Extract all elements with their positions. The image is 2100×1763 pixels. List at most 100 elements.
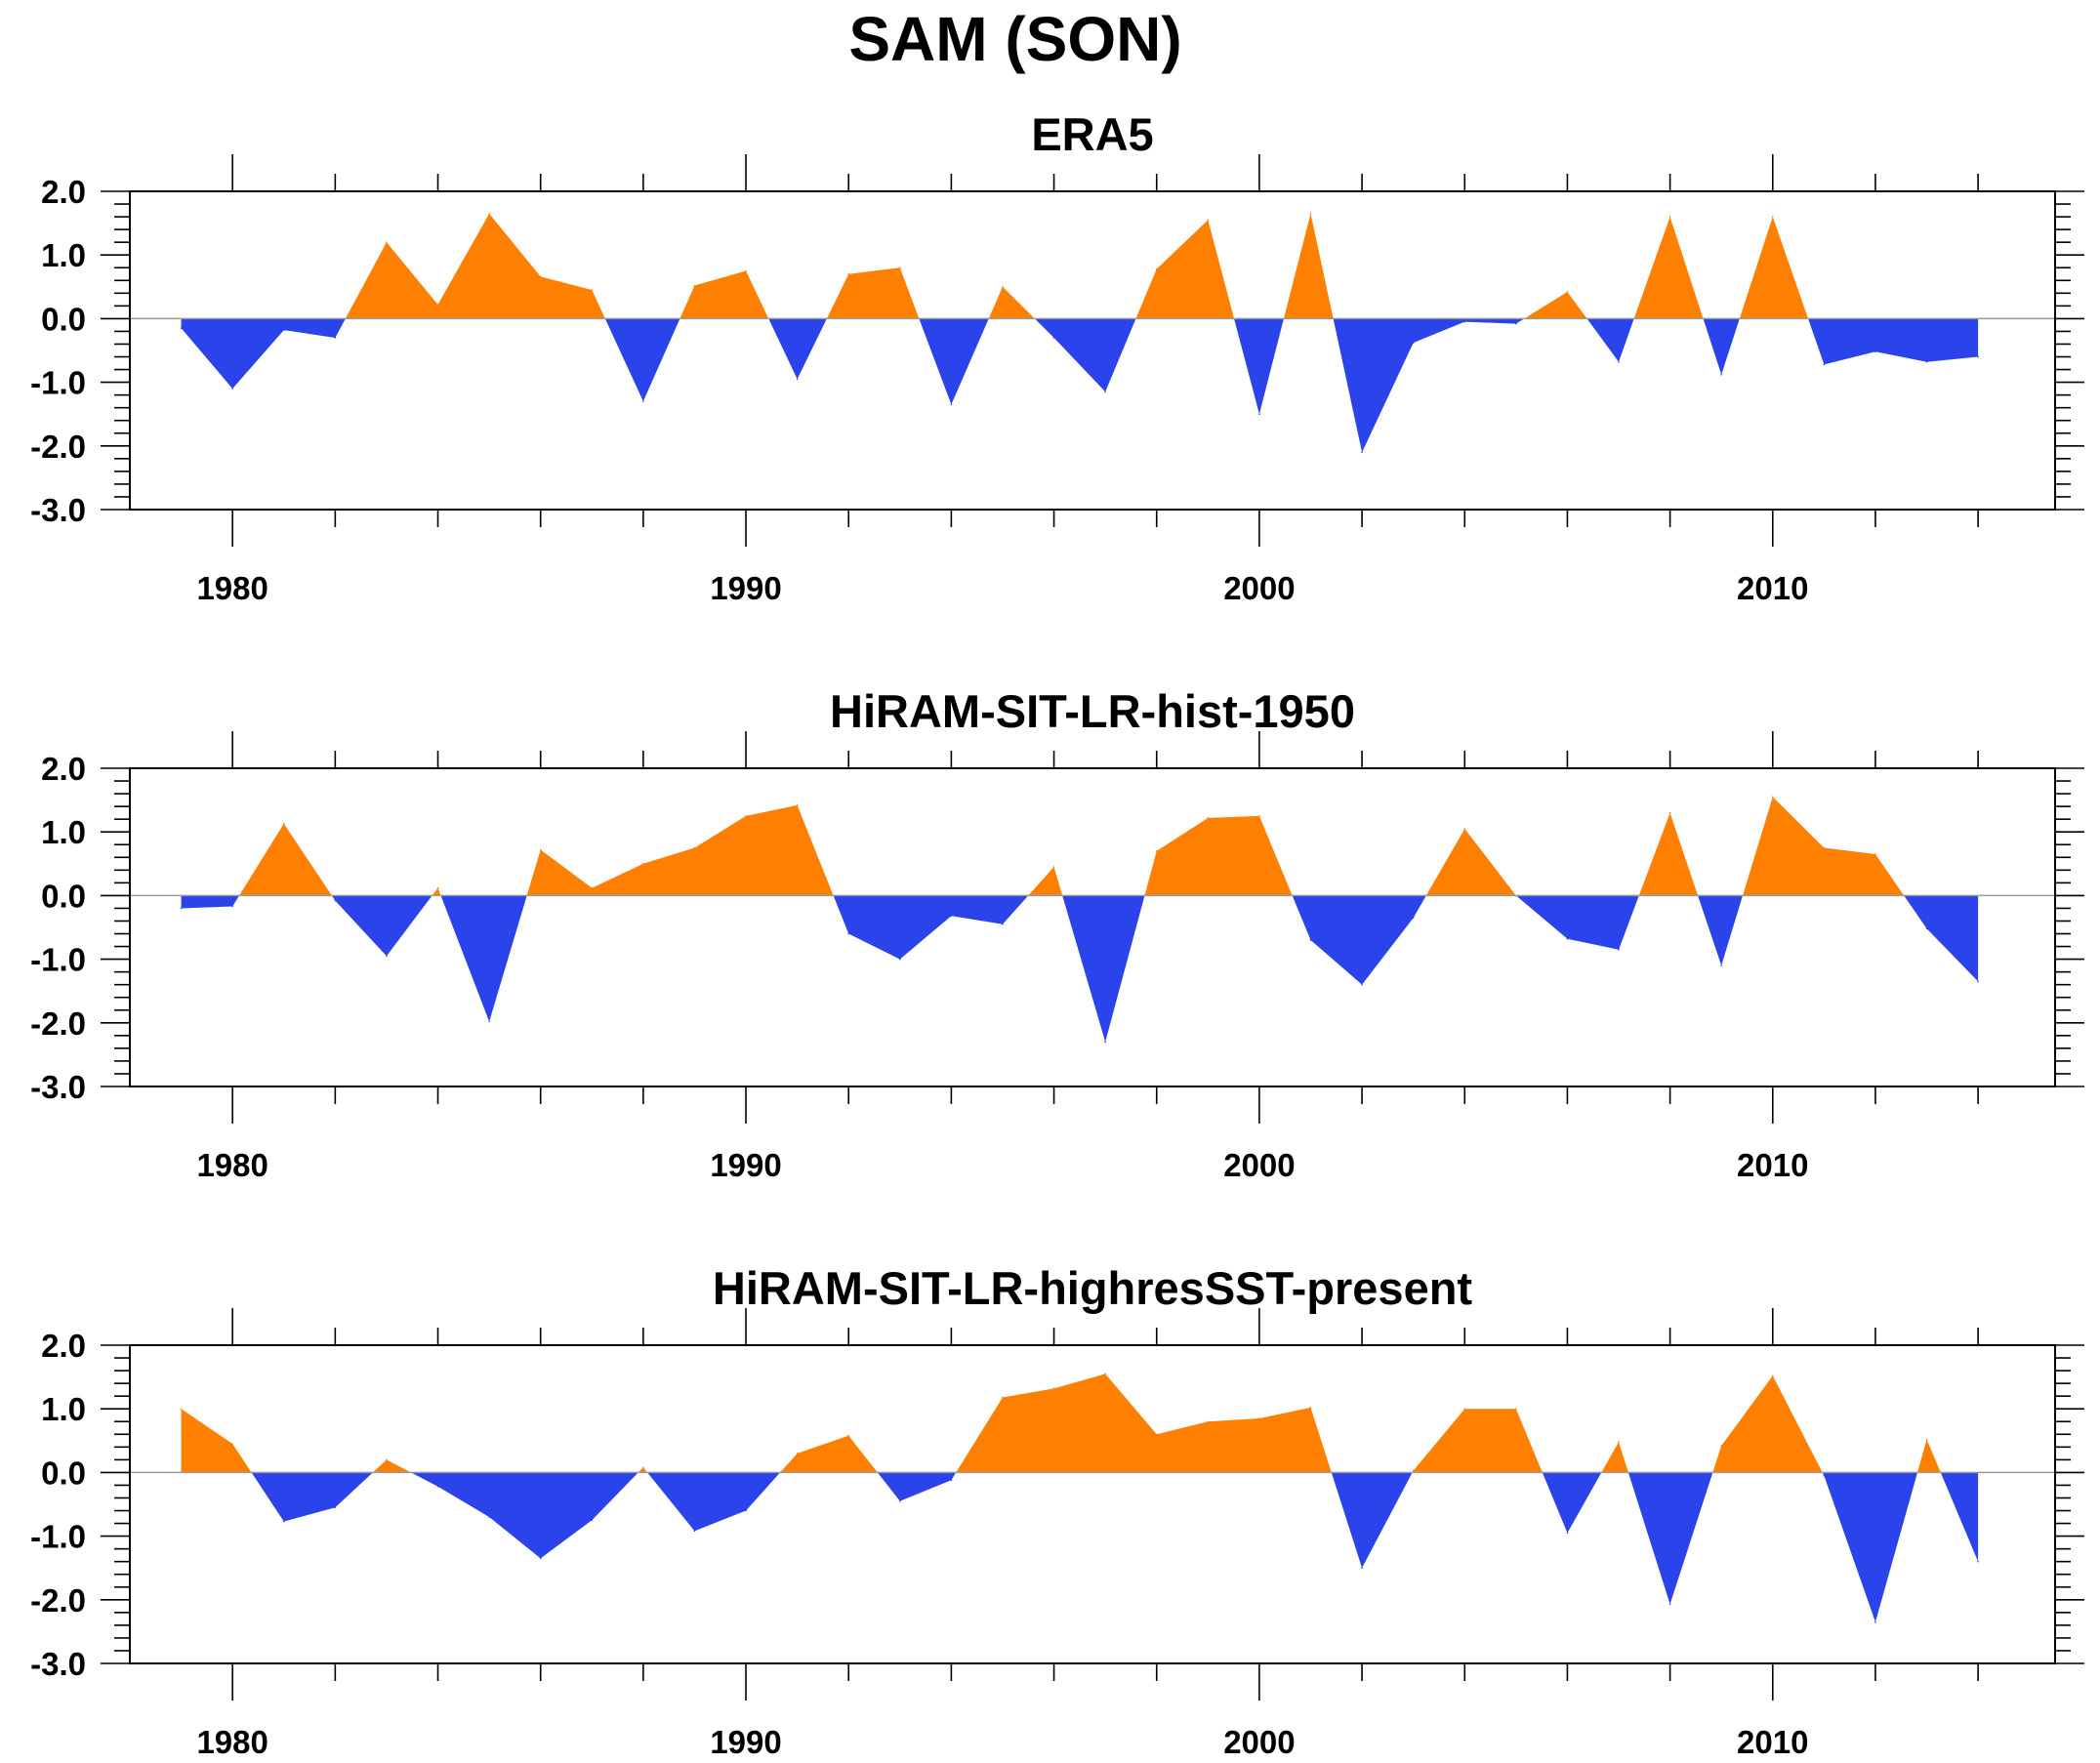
data-point-1988	[642, 400, 644, 402]
data-point-2002	[1361, 1567, 1363, 1569]
data-point-2004	[1463, 320, 1466, 323]
data-point-1989	[693, 1530, 696, 1533]
data-point-2010	[1771, 796, 1774, 799]
data-point-2001	[1309, 213, 1312, 215]
panels: ERA5 1980 1990 2000 2010 2.0 1.0 0.0 -1.0 -2.0 -3.…	[30, 108, 2084, 1760]
data-point-2012	[1874, 853, 1876, 855]
data-point-1980	[231, 905, 233, 908]
data-point-2013	[1925, 1438, 1928, 1441]
data-point-1992	[847, 932, 850, 935]
data-point-2005	[1515, 322, 1517, 325]
data-point-1979	[180, 907, 183, 910]
data-point-1981	[282, 329, 285, 331]
x-tick-label: 2000	[1223, 1724, 1295, 1760]
data-point-1980	[231, 388, 233, 390]
data-point-1979	[180, 1408, 183, 1410]
panel-3: HiRAM-SIT-LR-highresSST-present 1980 1990 2…	[30, 1262, 2084, 1760]
panel-title: HiRAM-SIT-LR-hist-1950	[830, 685, 1355, 737]
data-point-2012	[1874, 1620, 1876, 1623]
data-point-1988	[642, 863, 644, 865]
y-tick-label: -3.0	[30, 492, 86, 528]
data-point-1989	[693, 846, 696, 849]
data-point-1990	[745, 815, 747, 817]
plot-frame	[129, 190, 2056, 511]
data-point-1997	[1104, 390, 1106, 393]
y-tick-label: -2.0	[30, 1582, 86, 1619]
data-point-2008	[1668, 216, 1671, 218]
data-point-2009	[1720, 373, 1722, 376]
plot-frame	[129, 767, 2056, 1087]
data-point-2014	[1977, 1560, 1979, 1563]
data-point-1996	[1052, 337, 1055, 339]
data-point-2013	[1925, 360, 1928, 363]
data-point-1994	[950, 1479, 953, 1482]
data-point-1984	[436, 886, 439, 889]
negative-area	[181, 895, 1979, 1043]
data-point-2003	[1412, 342, 1415, 344]
data-point-2011	[1823, 1474, 1826, 1477]
data-point-1981	[282, 822, 285, 825]
data-point-1998	[1155, 1433, 1158, 1436]
data-point-1984	[436, 1485, 439, 1488]
x-tick-label: 2010	[1737, 570, 1808, 606]
data-point-2009	[1720, 1445, 1722, 1447]
data-point-1985	[488, 213, 490, 215]
y-tick-label: 0.0	[41, 301, 86, 337]
x-tick-label: 1980	[196, 1724, 268, 1760]
y-tick-label: 1.0	[41, 237, 86, 273]
data-point-1998	[1155, 849, 1158, 852]
data-point-1991	[796, 804, 799, 806]
data-point-2007	[1618, 360, 1620, 363]
y-tick-label: 1.0	[41, 814, 86, 850]
y-tick-label: 0.0	[41, 878, 86, 914]
data-point-2011	[1823, 846, 1826, 849]
data-point-1985	[488, 1020, 490, 1023]
data-point-2008	[1668, 811, 1671, 814]
y-tick-label: -2.0	[30, 1005, 86, 1042]
figure-title: SAM (SON)	[848, 4, 1181, 74]
data-point-1996	[1052, 866, 1055, 868]
data-point-1994	[950, 403, 953, 406]
data-point-2003	[1412, 1469, 1415, 1472]
panel-2: HiRAM-SIT-LR-hist-1950 1980 1990 2000 2010 2.…	[30, 685, 2084, 1183]
data-point-2006	[1566, 1532, 1569, 1535]
y-tick-label: 2.0	[41, 174, 86, 210]
data-point-1987	[591, 886, 594, 889]
y-tick-label: -2.0	[30, 429, 86, 465]
data-point-1993	[899, 266, 901, 269]
data-point-1983	[386, 241, 388, 243]
y-tick-label: 0.0	[41, 1455, 86, 1491]
data-point-2000	[1258, 1417, 1260, 1419]
data-point-2004	[1463, 1408, 1466, 1410]
x-tick-label: 1990	[710, 1724, 781, 1760]
y-tick-label: 2.0	[41, 751, 86, 787]
data-point-1987	[591, 1519, 594, 1522]
data-point-1991	[796, 1453, 799, 1455]
data-point-1989	[693, 284, 696, 287]
data-point-2010	[1771, 1374, 1774, 1377]
panel-title: HiRAM-SIT-LR-highresSST-present	[713, 1262, 1473, 1314]
data-point-1995	[1002, 1396, 1004, 1399]
data-point-2007	[1618, 949, 1620, 951]
data-point-2002	[1361, 983, 1363, 986]
y-tick-label: -1.0	[30, 942, 86, 978]
data-point-1990	[745, 1509, 747, 1512]
panel-title: ERA5	[1031, 108, 1153, 160]
data-point-1999	[1207, 817, 1210, 819]
data-point-2004	[1463, 828, 1466, 830]
data-point-2009	[1720, 964, 1722, 966]
data-point-1997	[1104, 1373, 1106, 1375]
data-point-1984	[436, 304, 439, 306]
positive-area	[181, 1374, 1941, 1473]
data-point-2014	[1977, 980, 1979, 983]
data-point-1999	[1207, 1420, 1210, 1423]
plot-frame	[129, 1344, 2056, 1664]
data-point-1987	[591, 289, 594, 291]
data-point-1997	[1104, 1041, 1106, 1044]
data-point-1983	[386, 955, 388, 958]
x-tick-label: 2010	[1737, 1147, 1808, 1183]
y-tick-label: -3.0	[30, 1069, 86, 1105]
data-point-2002	[1361, 451, 1363, 454]
data-point-1998	[1155, 267, 1158, 270]
